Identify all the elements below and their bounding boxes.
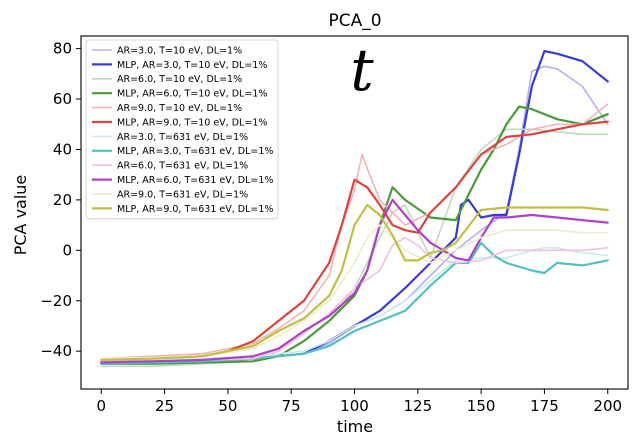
series-line-5 [100,103,609,360]
series-line-6 [100,120,609,363]
legend-entry: AR=3.0, T=10 eV, DL=1% [117,45,242,56]
x-tick-label: 50 [218,397,237,415]
legend-entry: MLP, AR=9.0, T=10 eV, DL=1% [117,117,267,128]
legend-entry: AR=6.0, T=10 eV, DL=1% [117,74,242,85]
legend-entry: MLP, AR=6.0, T=10 eV, DL=1% [117,89,267,100]
series-line-7 [100,247,609,363]
legend-entry: AR=6.0, T=631 eV, DL=1% [117,161,248,172]
y-tick-label: −20 [40,292,72,310]
series-line-10 [100,198,609,364]
y-tick-label: 80 [53,40,72,58]
x-tick-label: 25 [155,397,174,415]
x-tick-label: 0 [96,397,106,415]
legend-entry: AR=9.0, T=631 eV, DL=1% [117,189,248,200]
legend-entry: AR=3.0, T=631 eV, DL=1% [117,132,248,143]
x-axis-label: time [337,417,373,436]
y-tick-label: 60 [53,90,72,108]
legend-entry: AR=9.0, T=10 eV, DL=1% [117,103,242,114]
legend-entry: MLP, AR=6.0, T=631 eV, DL=1% [117,175,273,186]
y-tick-label: 0 [62,241,72,259]
y-axis-label: PCA value [11,175,30,256]
y-tick-label: 40 [53,140,72,158]
x-tick-label: 150 [467,397,496,415]
legend-box [85,39,279,220]
series-line-9 [100,236,609,363]
y-tick-label: 20 [53,191,72,209]
series-line-11 [100,224,609,360]
x-tick-label: 175 [530,397,559,415]
legend-entry: MLP, AR=3.0, T=10 eV, DL=1% [117,60,267,71]
legend-entry: MLP, AR=3.0, T=631 eV, DL=1% [117,146,273,157]
x-tick-label: 200 [593,397,622,415]
series-line-8 [100,241,609,365]
x-tick-label: 125 [403,397,432,415]
y-tick-label: −40 [40,342,72,360]
chart-title: PCA_0 [328,11,381,31]
series-line-4 [100,105,609,365]
x-tick-label: 75 [282,397,301,415]
series-line-12 [100,203,609,362]
annotation-t: t [350,36,374,104]
legend-entry: MLP, AR=9.0, T=631 eV, DL=1% [117,204,273,215]
x-tick-label: 100 [340,397,369,415]
